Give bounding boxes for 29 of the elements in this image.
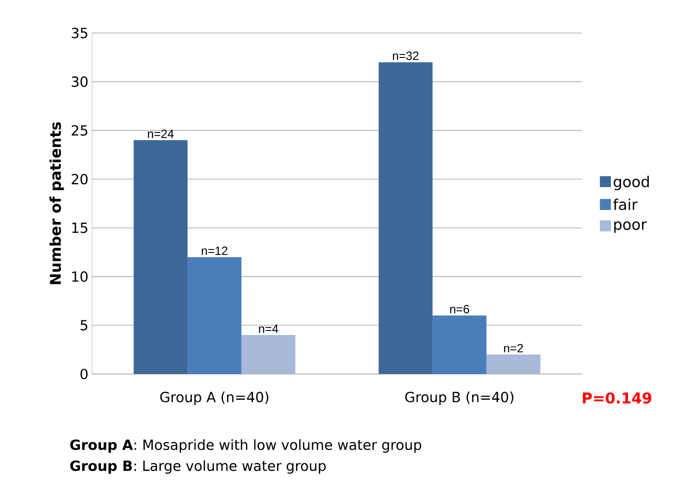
data-label: n=4: [259, 324, 278, 333]
data-label: n=24: [148, 130, 174, 138]
x-tick-label: Group A (n=40): [160, 391, 268, 405]
data-label: n=2: [504, 344, 523, 352]
legend-label: fair: [613, 198, 638, 210]
y-tick-label: 25: [72, 125, 88, 136]
legend-label: good: [614, 176, 649, 190]
data-label: n=32: [392, 52, 418, 60]
text: Group A: Mosapride with low volume water group: [70, 439, 422, 453]
bar: [378, 62, 433, 374]
bar: [241, 335, 296, 374]
bar: [134, 140, 188, 374]
data-label: n=12: [202, 246, 228, 255]
text: Group B: Large volume water group: [70, 460, 326, 474]
y-tick-label: 15: [72, 222, 88, 234]
data-label: n=6: [450, 304, 470, 314]
x-tick-label: Group B (n=40): [405, 391, 514, 405]
y-axis-title: Number of patients: [49, 122, 64, 284]
y-tick-label: 30: [72, 76, 88, 87]
bar: [432, 316, 486, 374]
y-tick-label: 0: [80, 368, 88, 380]
legend-label: poor: [614, 221, 647, 233]
y-tick-label: 5: [80, 320, 88, 330]
bar: [188, 257, 242, 374]
y-tick-label: 35: [72, 28, 88, 38]
bar: [486, 354, 540, 374]
y-tick-label: 20: [72, 174, 88, 184]
text: P=0.149: [582, 392, 652, 404]
y-tick-label: 10: [72, 271, 88, 282]
